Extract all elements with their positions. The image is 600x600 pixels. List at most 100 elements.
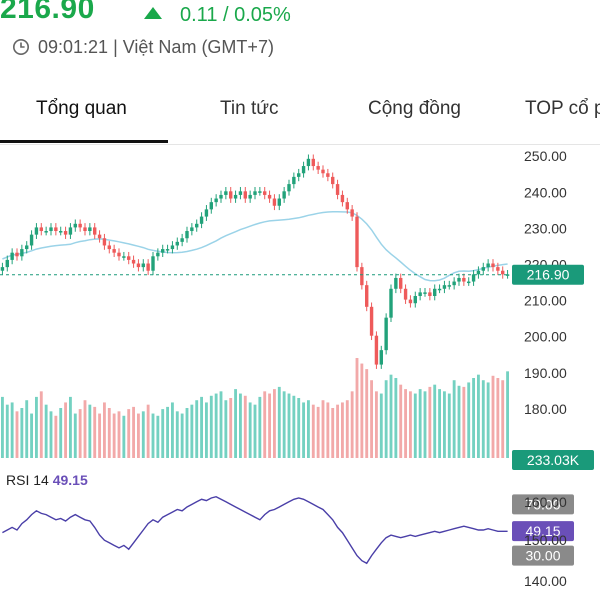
volume-bar bbox=[311, 404, 315, 458]
candle-body bbox=[49, 227, 53, 232]
volume-bar bbox=[30, 413, 33, 458]
volume-bar bbox=[452, 380, 456, 458]
price-tick-label: 240.00 bbox=[524, 184, 567, 200]
candle-body bbox=[476, 270, 481, 275]
volume-bar bbox=[69, 396, 72, 458]
volume-bar bbox=[326, 402, 330, 458]
candle-body bbox=[496, 267, 500, 271]
tab-overview[interactable]: Tổng quan bbox=[36, 98, 127, 119]
candle-body bbox=[394, 277, 398, 289]
volume-bar bbox=[438, 389, 441, 458]
candle-body bbox=[185, 231, 189, 239]
candle-body bbox=[447, 285, 451, 287]
volume-bar bbox=[112, 413, 116, 458]
volume-bar bbox=[413, 393, 417, 458]
volume-bar bbox=[316, 406, 320, 458]
volume-bar bbox=[506, 371, 509, 458]
candle-body bbox=[491, 263, 495, 268]
price-tick-label: 180.00 bbox=[524, 401, 567, 417]
volume-bar bbox=[78, 409, 82, 458]
volume-bar bbox=[277, 386, 281, 458]
candle-body bbox=[112, 249, 116, 253]
tab-community[interactable]: Cộng đồng bbox=[368, 98, 461, 119]
rsi-axis-tick: 160.00 bbox=[524, 494, 567, 510]
candle-body bbox=[117, 252, 121, 257]
candle-body bbox=[331, 176, 335, 185]
tab-top-stocks[interactable]: TOP cổ p bbox=[525, 98, 600, 119]
candle-body bbox=[442, 285, 447, 289]
volume-bar bbox=[462, 386, 466, 458]
candle-body bbox=[471, 274, 476, 282]
candle-body bbox=[505, 274, 510, 276]
candle-body bbox=[93, 227, 97, 235]
candle-body bbox=[102, 238, 107, 246]
candle-body bbox=[403, 288, 408, 300]
candle-body bbox=[34, 227, 39, 235]
volume-bar bbox=[331, 408, 335, 458]
volume-bar bbox=[44, 404, 48, 458]
candle-body bbox=[350, 209, 354, 217]
candle-body bbox=[233, 194, 238, 199]
volume-bar bbox=[287, 393, 291, 458]
volume-bar bbox=[5, 404, 9, 458]
candle-body bbox=[437, 288, 442, 291]
candle-body bbox=[326, 173, 330, 177]
candle-body bbox=[199, 216, 204, 224]
volume-bar bbox=[472, 378, 475, 458]
volume-bar bbox=[370, 380, 373, 458]
candle-body bbox=[73, 223, 77, 228]
rsi-upper-tag-label: 70.00 bbox=[525, 496, 560, 512]
volume-bar bbox=[447, 393, 451, 458]
candle-body bbox=[428, 292, 432, 296]
candle-body bbox=[25, 245, 29, 250]
volume-bar bbox=[54, 415, 58, 458]
volume-bar bbox=[234, 389, 237, 458]
candle-body bbox=[146, 263, 150, 271]
active-tab-indicator bbox=[0, 140, 168, 143]
rsi-lower-tag bbox=[512, 545, 574, 566]
volume-bar bbox=[214, 393, 218, 458]
candle-body bbox=[423, 292, 427, 294]
price-tick-label: 250.00 bbox=[524, 148, 567, 164]
volume-bar bbox=[341, 402, 344, 458]
candle-body bbox=[418, 292, 422, 296]
candle-body bbox=[219, 194, 223, 199]
candle-body bbox=[408, 299, 413, 304]
candle-body bbox=[156, 252, 160, 257]
candle-body bbox=[486, 263, 490, 268]
candle-body bbox=[399, 277, 403, 289]
candle-body bbox=[340, 194, 345, 203]
candle-body bbox=[243, 191, 247, 199]
volume-bar bbox=[88, 404, 92, 458]
volume-bar bbox=[103, 402, 106, 458]
price-chart[interactable]: 250.00240.00230.00220.00210.00200.00190.… bbox=[0, 144, 600, 600]
volume-bar bbox=[336, 404, 339, 458]
candle-body bbox=[107, 245, 111, 250]
candle-body bbox=[316, 166, 320, 170]
volume-bar bbox=[297, 398, 301, 458]
volume-bar bbox=[263, 391, 267, 458]
volume-bar bbox=[10, 402, 14, 458]
volume-bar bbox=[501, 380, 505, 458]
volume-bar bbox=[404, 389, 407, 458]
candle-body bbox=[127, 256, 131, 260]
candle-body bbox=[501, 270, 505, 275]
candle-body bbox=[335, 184, 340, 195]
candle-body bbox=[190, 227, 194, 232]
volume-bar bbox=[205, 402, 208, 458]
volume-bar bbox=[477, 374, 480, 458]
volume-bar bbox=[345, 400, 349, 458]
volume-bar bbox=[389, 374, 393, 458]
candle-body bbox=[360, 267, 364, 286]
candle-body bbox=[365, 285, 369, 307]
candle-body bbox=[214, 198, 218, 203]
volume-bar bbox=[117, 411, 121, 458]
rsi-axis-tick: 140.00 bbox=[524, 573, 567, 589]
candle-body bbox=[29, 234, 34, 246]
candle-body bbox=[311, 158, 315, 167]
tab-bar: Tổng quan Tin tức Cộng đồng TOP cổ p bbox=[0, 88, 600, 145]
volume-bar bbox=[209, 395, 213, 458]
tab-news[interactable]: Tin tức bbox=[220, 98, 279, 119]
candle-body bbox=[175, 241, 179, 246]
volume-bar bbox=[166, 406, 169, 458]
